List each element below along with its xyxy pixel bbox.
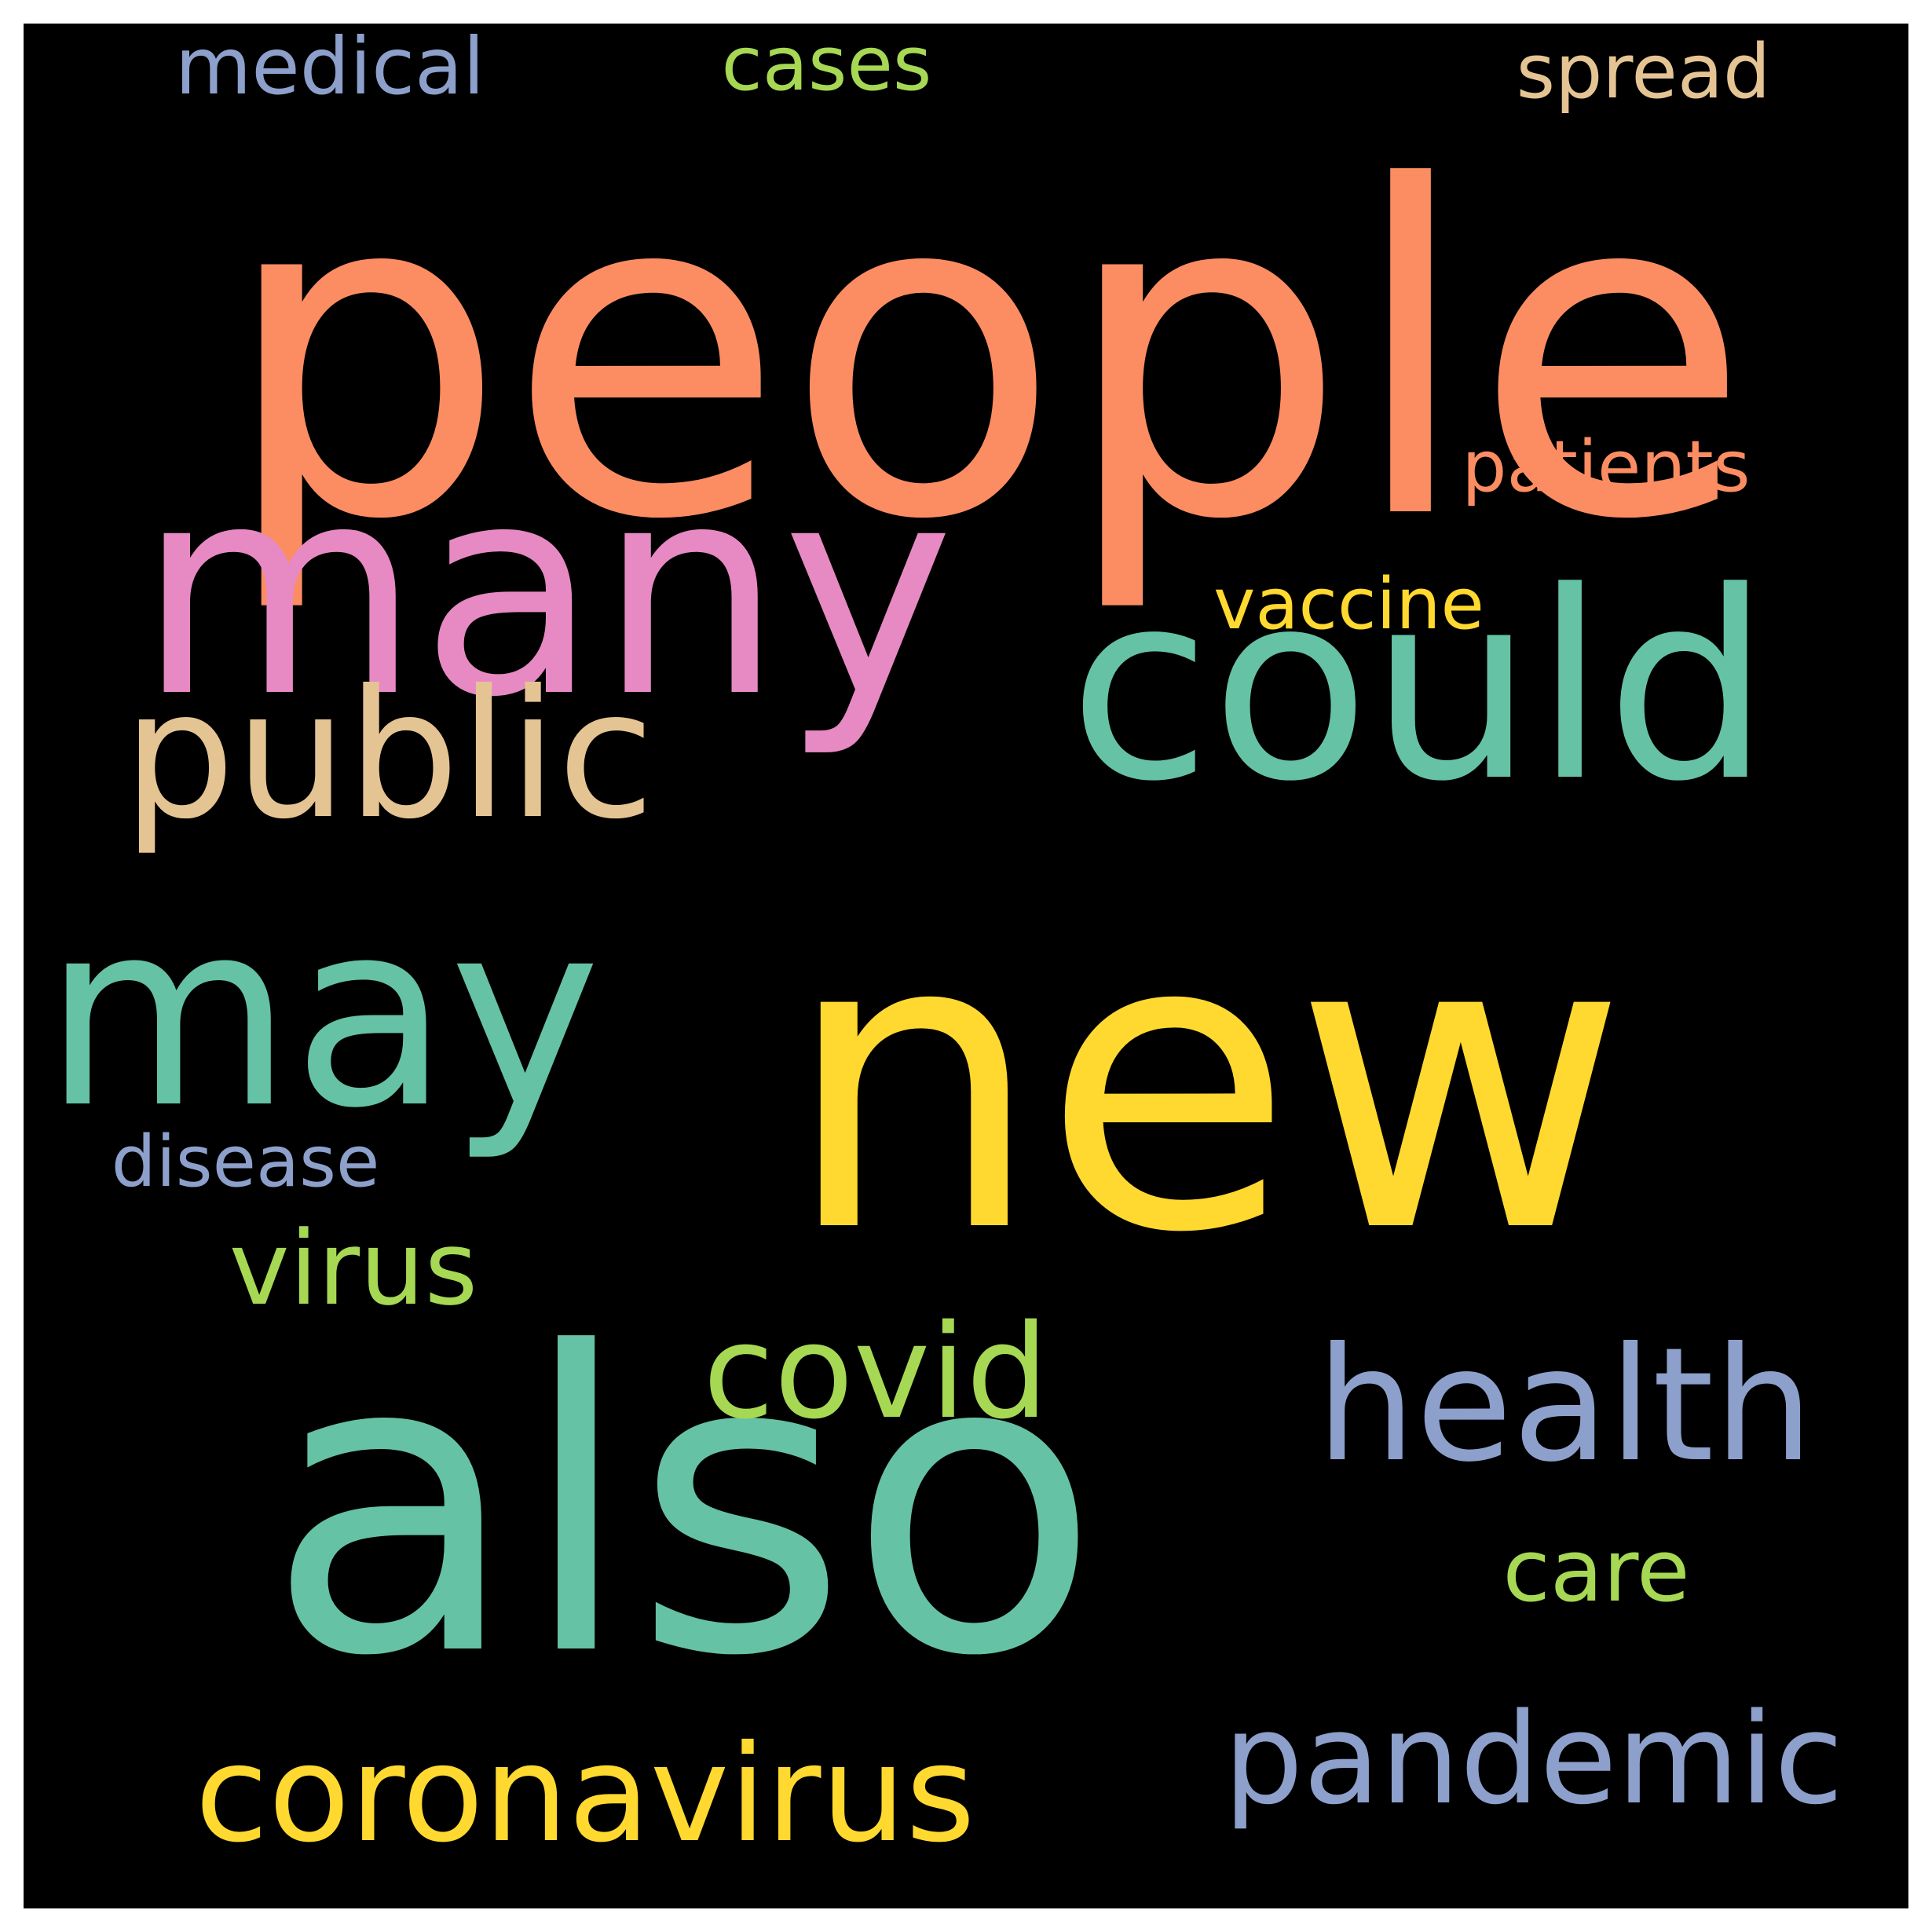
word-public: public: [123, 653, 655, 858]
word-virus: virus: [229, 1209, 478, 1328]
word-medical: medical: [174, 24, 485, 112]
word-many: many: [137, 423, 954, 762]
word-cases: cases: [721, 24, 932, 108]
word-pandemic: pandemic: [1223, 1685, 1844, 1832]
word-people: people: [220, 92, 1751, 618]
word-disease: disease: [111, 1121, 380, 1203]
word-coronavirus: coronavirus: [195, 1717, 975, 1872]
word-new: new: [783, 846, 1628, 1322]
word-vaccine: vaccine: [1213, 563, 1484, 646]
word-patients: patients: [1462, 426, 1751, 508]
word-care: care: [1502, 1520, 1690, 1621]
word-spread: spread: [1516, 29, 1771, 115]
word-cloud-canvas: people new also many could may public he…: [24, 24, 1908, 1908]
word-may: may: [43, 865, 601, 1164]
word-could: could: [1068, 536, 1771, 838]
word-health: health: [1315, 1314, 1814, 1497]
word-also: also: [265, 1266, 1101, 1746]
word-covid: covid: [703, 1297, 1048, 1447]
